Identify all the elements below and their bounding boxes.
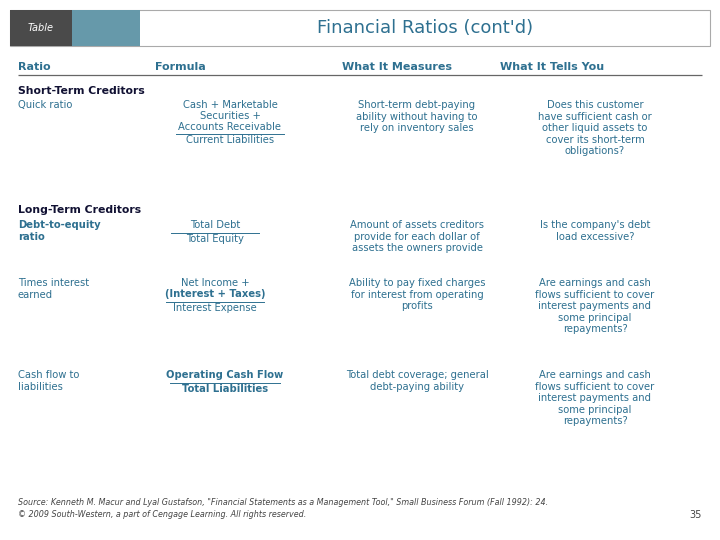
Text: What It Measures: What It Measures: [342, 62, 452, 72]
Text: Total debt coverage; general
debt-paying ability: Total debt coverage; general debt-paying…: [346, 370, 488, 392]
Text: Are earnings and cash
flows sufficient to cover
interest payments and
some princ: Are earnings and cash flows sufficient t…: [536, 278, 654, 334]
Text: (Interest + Taxes): (Interest + Taxes): [165, 289, 265, 299]
Text: 35: 35: [690, 510, 702, 520]
Text: Short-Term Creditors: Short-Term Creditors: [18, 86, 145, 96]
Text: Cash flow to
liabilities: Cash flow to liabilities: [18, 370, 79, 392]
Text: Debt-to-equity
ratio: Debt-to-equity ratio: [18, 220, 101, 241]
Text: Net Income +: Net Income +: [181, 278, 249, 288]
Text: Total Equity: Total Equity: [186, 234, 244, 244]
Text: Cash + Marketable: Cash + Marketable: [183, 100, 277, 110]
Text: Long-Term Creditors: Long-Term Creditors: [18, 205, 141, 215]
Text: Current Liabilities: Current Liabilities: [186, 135, 274, 145]
Text: Source: Kenneth M. Macur and Lyal Gustafson, "Financial Statements as a Manageme: Source: Kenneth M. Macur and Lyal Gustaf…: [18, 498, 548, 507]
Text: Ratio: Ratio: [18, 62, 50, 72]
Text: Securities +: Securities +: [199, 111, 261, 121]
Text: Ability to pay fixed charges
for interest from operating
profits: Ability to pay fixed charges for interes…: [348, 278, 485, 311]
Text: Short-term debt-paying
ability without having to
rely on inventory sales: Short-term debt-paying ability without h…: [356, 100, 478, 133]
Text: Quick ratio: Quick ratio: [18, 100, 73, 110]
Text: Accounts Receivable: Accounts Receivable: [179, 122, 282, 132]
Text: Financial Ratios (cont'd): Financial Ratios (cont'd): [317, 19, 533, 37]
Bar: [10, 10, 72, 46]
Text: Interest Expense: Interest Expense: [173, 303, 257, 313]
Bar: [72, 10, 140, 46]
Text: Operating Cash Flow: Operating Cash Flow: [166, 370, 284, 380]
Text: Total Debt: Total Debt: [190, 220, 240, 230]
Text: Formula: Formula: [155, 62, 206, 72]
Bar: [10, 10, 710, 46]
Text: Is the company's debt
load excessive?: Is the company's debt load excessive?: [540, 220, 650, 241]
Text: Table: Table: [28, 23, 54, 33]
Text: Times interest
earned: Times interest earned: [18, 278, 89, 300]
Text: © 2009 South-Western, a part of Cengage Learning. All rights reserved.: © 2009 South-Western, a part of Cengage …: [18, 510, 306, 519]
Text: Does this customer
have sufficient cash or
other liquid assets to
cover its shor: Does this customer have sufficient cash …: [538, 100, 652, 157]
Text: What It Tells You: What It Tells You: [500, 62, 604, 72]
Text: Total Liabilities: Total Liabilities: [182, 384, 268, 394]
Text: Are earnings and cash
flows sufficient to cover
interest payments and
some princ: Are earnings and cash flows sufficient t…: [536, 370, 654, 427]
Text: Amount of assets creditors
provide for each dollar of
assets the owners provide: Amount of assets creditors provide for e…: [350, 220, 484, 253]
